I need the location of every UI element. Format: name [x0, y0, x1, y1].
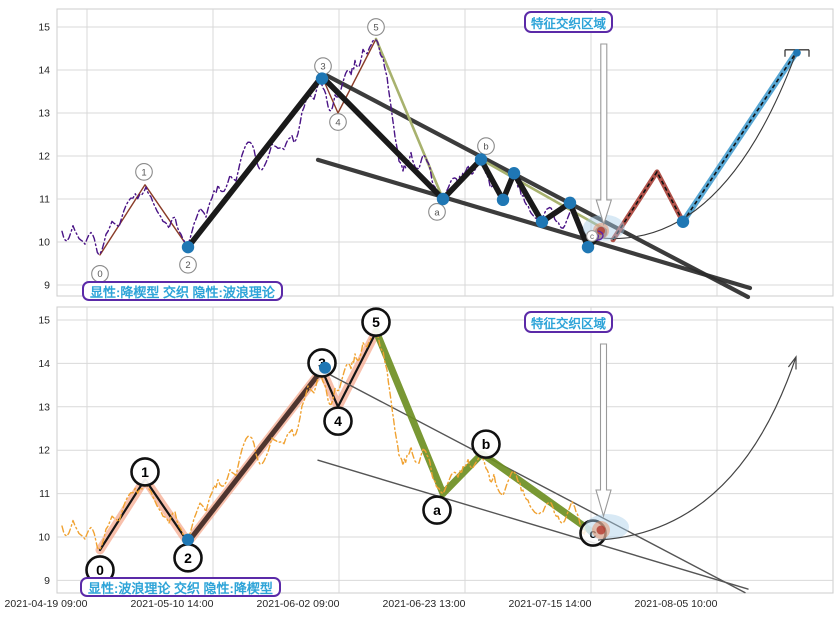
pivot-circle-4: [329, 113, 347, 131]
pivot-dots: [496, 193, 510, 207]
pivot-label-0: 0: [97, 269, 102, 280]
pivot-circle-a: [422, 495, 452, 525]
x-tick-label: 2021-04-19 09:00: [5, 598, 88, 610]
pivot-label-1: 1: [141, 464, 149, 480]
pivot-label-3: 3: [320, 62, 325, 73]
pivot-label-0: 0: [96, 562, 104, 578]
x-tick-label: 2021-06-02 09:00: [257, 598, 340, 610]
target-dot: [793, 49, 801, 57]
expectation-curve: [597, 356, 797, 541]
price-line: [61, 332, 586, 551]
wedge-upper: [319, 70, 751, 300]
region-arrow-icon: [595, 43, 613, 226]
wedge-lower: [315, 157, 753, 291]
pivot-circle-1: [130, 457, 160, 487]
pivot-circle-1: [135, 163, 153, 181]
x-tick-label: 2021-06-23 13:00: [383, 598, 466, 610]
pivot-dots: [581, 240, 595, 254]
pivot-dots: [474, 153, 488, 166]
pivot-dots: [563, 196, 577, 210]
pivot-circle-5: [367, 18, 385, 36]
pivot-label-1: 1: [141, 167, 146, 178]
pivot-circle-c: [586, 230, 598, 242]
forecast-red-dash-overlay: [612, 170, 684, 241]
region-label-top: 特征交织区域: [524, 11, 614, 33]
y-tick-label-bottom: 9: [44, 575, 50, 587]
pivot-circle-b: [477, 137, 495, 155]
wedge-upper-thin: [324, 371, 746, 594]
x-tick-label: 2021-05-10 14:00: [131, 598, 214, 610]
pivot-label-5: 5: [372, 314, 380, 330]
forecast-blue-dash-overlay: [682, 52, 797, 223]
y-tick-label-bottom: 13: [38, 401, 50, 413]
pivot-label-a: a: [433, 502, 441, 518]
pivot-dots: [676, 215, 690, 228]
y-tick-label-top: 12: [38, 151, 50, 163]
region-arrow-icon: [595, 343, 612, 518]
heat-blob-ring-1: [596, 525, 606, 535]
pivot-dots: [182, 533, 194, 546]
expectation-curve-arrowhead-icon: [787, 355, 797, 370]
y-tick-label-bottom: 10: [38, 532, 50, 544]
pivot-dots: [535, 215, 549, 228]
wave-2-3-brown: [185, 367, 325, 545]
pivot-circle-a: [428, 203, 446, 221]
pivot-dots: [319, 361, 331, 374]
y-tick-label-bottom: 14: [38, 358, 50, 370]
pivot-circle-5: [361, 307, 391, 337]
y-tick-label-top: 10: [38, 237, 50, 249]
impulse-emphasis-black: [185, 73, 604, 250]
x-tick-label: 2021-07-15 14:00: [509, 598, 592, 610]
pivot-dots: [181, 240, 195, 254]
pivot-label-4: 4: [334, 413, 342, 429]
pivot-label-b: b: [482, 436, 491, 452]
pivot-circle-4: [323, 406, 353, 436]
pivot-label-a: a: [434, 207, 440, 218]
mode-label-top: 显性:降楔型 交织 隐性:波浪理论: [82, 281, 283, 301]
heat-blob-ring-1: [597, 226, 605, 235]
y-tick-label-top: 9: [44, 280, 50, 292]
pivot-circle-2: [179, 255, 197, 274]
pivot-label-b: b: [483, 142, 488, 153]
y-tick-label-top: 11: [39, 194, 50, 206]
y-tick-label-top: 13: [38, 108, 50, 120]
projection-curve: [602, 55, 796, 240]
pivot-dots: [507, 167, 521, 180]
pivot-circle-b: [471, 429, 501, 459]
y-tick-label-top: 14: [38, 65, 50, 77]
region-label-bottom: 特征交织区域: [524, 311, 614, 333]
y-tick-label-bottom: 11: [39, 488, 50, 500]
pivot-dots: [436, 192, 450, 206]
pivot-dots: [315, 72, 329, 85]
pivot-label-4: 4: [335, 117, 340, 128]
abc-green: [372, 327, 596, 536]
pivot-label-2: 2: [185, 260, 190, 271]
wedge-lower-thin: [317, 459, 749, 590]
pivot-label-5: 5: [373, 22, 378, 33]
mode-label-bottom: 显性:波浪理论 交织 隐性:降楔型: [80, 577, 281, 597]
pivot-label-c: c: [590, 232, 594, 241]
pivot-label-2: 2: [184, 550, 192, 566]
x-tick-label: 2021-08-05 10:00: [635, 598, 718, 610]
y-tick-label-bottom: 12: [38, 445, 50, 457]
top-series: 0 1 2 3 4 5 a b c: [61, 18, 810, 300]
y-tick-label-top: 15: [38, 22, 50, 34]
y-tick-label-bottom: 15: [38, 315, 50, 327]
